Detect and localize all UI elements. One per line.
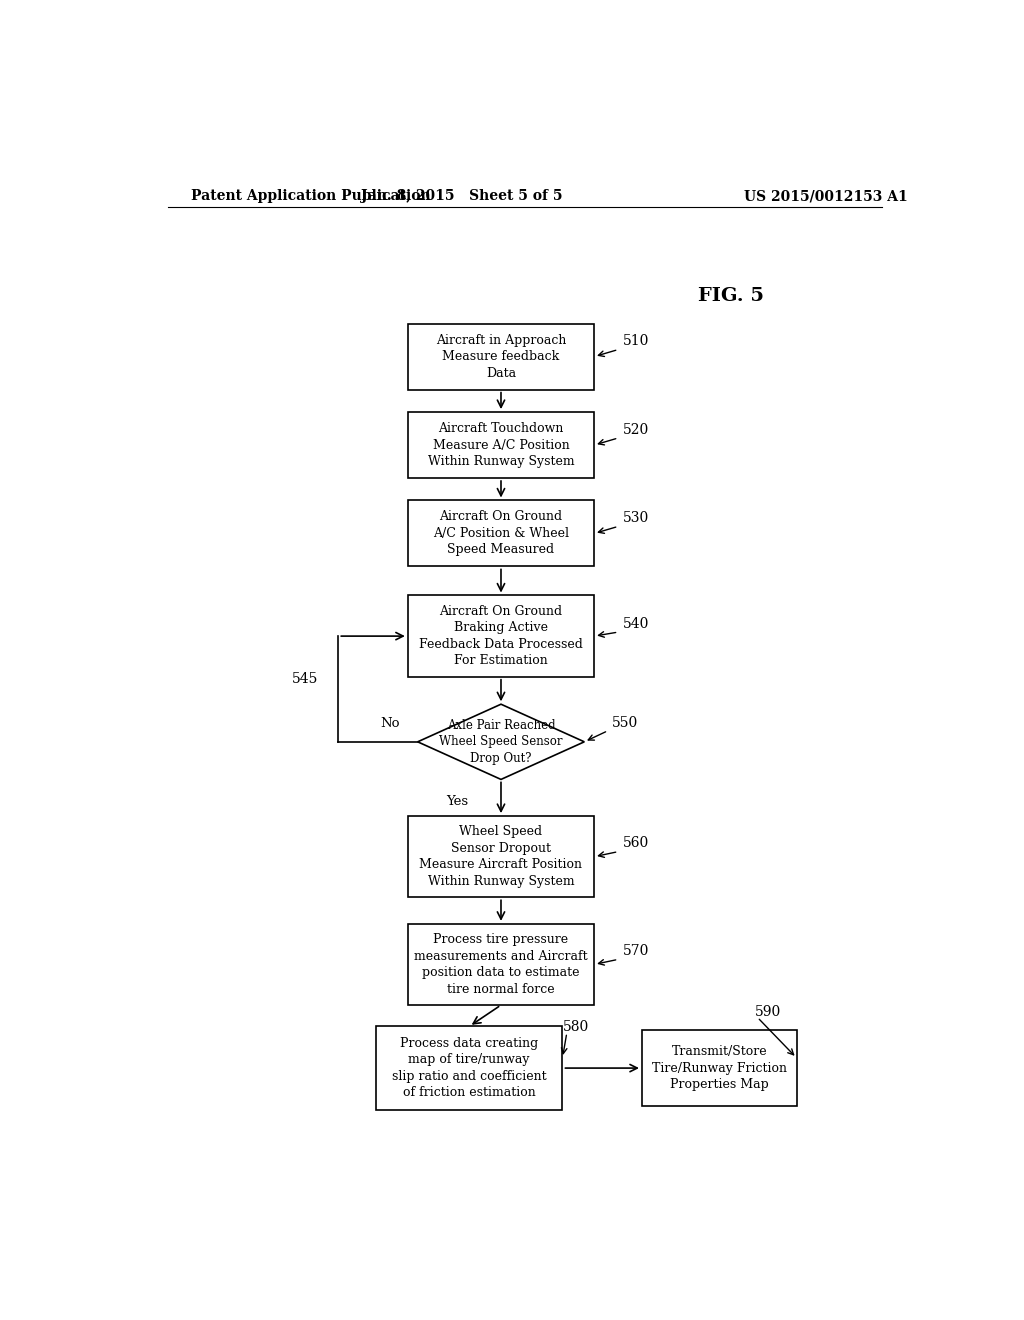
FancyBboxPatch shape — [642, 1030, 797, 1106]
FancyBboxPatch shape — [408, 595, 594, 677]
FancyBboxPatch shape — [408, 924, 594, 1005]
Text: Process tire pressure
measurements and Aircraft
position data to estimate
tire n: Process tire pressure measurements and A… — [414, 933, 588, 995]
Text: Wheel Speed
Sensor Dropout
Measure Aircraft Position
Within Runway System: Wheel Speed Sensor Dropout Measure Aircr… — [420, 825, 583, 888]
Text: Aircraft Touchdown
Measure A/C Position
Within Runway System: Aircraft Touchdown Measure A/C Position … — [428, 422, 574, 469]
Text: 560: 560 — [623, 837, 648, 850]
FancyBboxPatch shape — [408, 412, 594, 478]
Text: 510: 510 — [623, 334, 649, 348]
Text: 545: 545 — [292, 672, 318, 686]
Text: US 2015/0012153 A1: US 2015/0012153 A1 — [744, 189, 908, 203]
Text: 590: 590 — [755, 1005, 781, 1019]
Text: 530: 530 — [623, 511, 648, 525]
Text: Patent Application Publication: Patent Application Publication — [191, 189, 431, 203]
Text: Transmit/Store
Tire/Runway Friction
Properties Map: Transmit/Store Tire/Runway Friction Prop… — [651, 1045, 786, 1092]
Text: 540: 540 — [623, 616, 649, 631]
Text: Axle Pair Reached
Wheel Speed Sensor
Drop Out?: Axle Pair Reached Wheel Speed Sensor Dro… — [439, 719, 563, 764]
Text: Yes: Yes — [446, 795, 468, 808]
Text: Process data creating
map of tire/runway
slip ratio and coefficient
of friction : Process data creating map of tire/runway… — [392, 1036, 547, 1100]
Text: Aircraft in Approach
Measure feedback
Data: Aircraft in Approach Measure feedback Da… — [436, 334, 566, 380]
FancyBboxPatch shape — [408, 323, 594, 389]
Text: 550: 550 — [612, 715, 638, 730]
FancyBboxPatch shape — [376, 1027, 562, 1110]
Text: Jan. 8, 2015   Sheet 5 of 5: Jan. 8, 2015 Sheet 5 of 5 — [360, 189, 562, 203]
FancyBboxPatch shape — [408, 816, 594, 898]
Text: 570: 570 — [623, 944, 649, 958]
Text: No: No — [380, 717, 399, 730]
FancyBboxPatch shape — [408, 500, 594, 566]
Text: FIG. 5: FIG. 5 — [698, 286, 764, 305]
Text: 580: 580 — [563, 1020, 589, 1035]
Text: Aircraft On Ground
Braking Active
Feedback Data Processed
For Estimation: Aircraft On Ground Braking Active Feedba… — [419, 605, 583, 668]
Text: 520: 520 — [623, 422, 648, 437]
Polygon shape — [418, 704, 585, 779]
Text: Aircraft On Ground
A/C Position & Wheel
Speed Measured: Aircraft On Ground A/C Position & Wheel … — [433, 511, 569, 557]
